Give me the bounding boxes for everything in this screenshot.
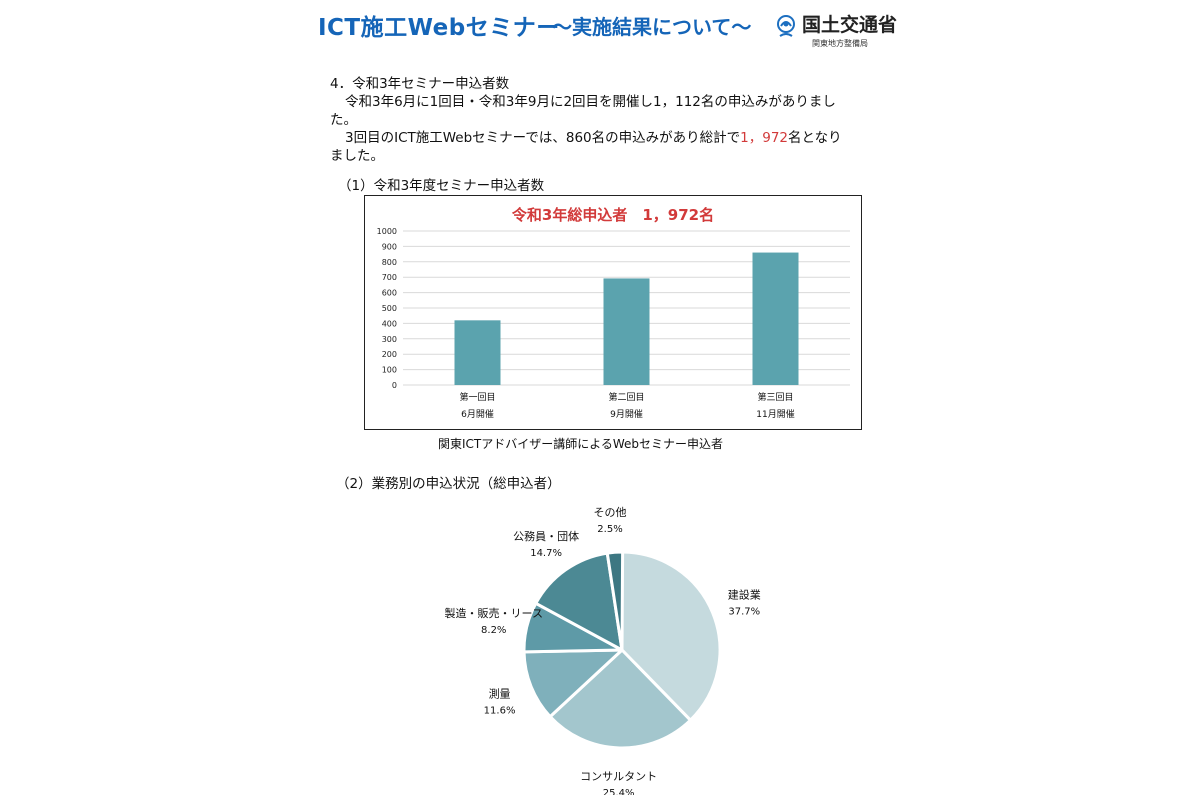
- x-category-label: 第一回目: [459, 391, 495, 403]
- paragraph-1-line-1: 令和3年6月に1回目・令和3年9月に2回目を開催し1，112名の申込みがありまし: [345, 94, 836, 110]
- pie-slice: [605, 550, 625, 652]
- pie-label: 製造・販売・リース: [445, 606, 543, 620]
- y-tick-label: 1000: [377, 227, 397, 236]
- pie-slice: [620, 550, 722, 722]
- bar-chart-title: 令和3年総申込者 1，972名: [511, 206, 715, 224]
- page-title: ICT施工Webセミナー: [318, 15, 560, 41]
- y-tick-label: 500: [382, 304, 397, 313]
- pie-percent-label: 11.6%: [484, 705, 516, 716]
- pie-percent-label: 25.4%: [603, 788, 635, 795]
- x-category-label: 第三回目: [757, 391, 793, 403]
- paragraph-2-line-1: 3回目のICT施工Webセミナーでは、860名の申込みがあり総計で1，972名と…: [345, 128, 842, 148]
- y-tick-label: 100: [382, 366, 397, 375]
- x-sublabel: 6月開催: [461, 408, 494, 420]
- pie-label: その他: [594, 506, 627, 519]
- mlit-logo-icon: [777, 15, 795, 37]
- pie-chart: 建設業 37.7% コンサルタント 25.4% 測量 11.6% 製造・販売・リース 8.2%…: [445, 506, 761, 795]
- y-tick-label: 200: [382, 350, 397, 359]
- page-subtitle: ～実施結果について～: [552, 15, 752, 39]
- pie-label: 測量: [489, 686, 511, 700]
- bar-chart-frame: 令和3年総申込者 1，972名 0 100 200 300 400 500 600 700 80…: [364, 195, 862, 430]
- pie-percent-label: 14.7%: [530, 548, 562, 559]
- pie-chart-heading: （2）業務別の申込状況（総申込者）: [336, 476, 561, 492]
- y-tick-label: 0: [392, 381, 397, 390]
- bar-chart-heading: （1）令和3年度セミナー申込者数: [338, 178, 545, 194]
- pie-percent-label: 37.7%: [728, 606, 760, 617]
- bar: [752, 252, 799, 385]
- pie-slice: [548, 648, 692, 750]
- y-tick-label: 700: [382, 273, 397, 282]
- pie-slice: [534, 551, 624, 652]
- paragraph-2-suffix: 名となり: [788, 130, 842, 146]
- y-tick-label: 300: [382, 335, 397, 344]
- pie-label: 建設業: [728, 587, 761, 601]
- org-name: 国土交通省: [802, 14, 898, 36]
- bar: [454, 320, 501, 385]
- bureau-name: 関東地方整備局: [812, 39, 868, 48]
- y-tick-label: 900: [382, 242, 397, 251]
- bar-chart: 0 100 200 300 400 500 600 700 800 900 1000 第一回目 6月開催…: [377, 227, 850, 420]
- paragraph-2-text: 3回目のICT施工Webセミナーでは、860名の申込みがあり総計で: [345, 130, 741, 146]
- pie-percent-label: 8.2%: [481, 625, 506, 636]
- x-sublabel: 11月開催: [756, 408, 794, 420]
- y-tick-label: 400: [382, 319, 397, 328]
- paragraph-1-line-2: た。: [330, 112, 357, 128]
- bar-chart-caption: 関東ICTアドバイザー講師によるWebセミナー申込者: [438, 437, 724, 451]
- total-applicants: 1，972: [740, 130, 788, 146]
- paragraph-2-line-2: ました。: [330, 148, 384, 164]
- section-heading: 4．令和3年セミナー申込者数: [330, 76, 510, 92]
- y-tick-label: 800: [382, 258, 397, 267]
- y-tick-label: 600: [382, 289, 397, 298]
- pie-label: 公務員・団体: [513, 529, 579, 543]
- x-category-label: 第二回目: [608, 391, 644, 403]
- pie-percent-label: 2.5%: [597, 524, 622, 535]
- pie-label: コンサルタント: [580, 770, 657, 783]
- x-sublabel: 9月開催: [610, 408, 643, 420]
- bar: [603, 278, 650, 385]
